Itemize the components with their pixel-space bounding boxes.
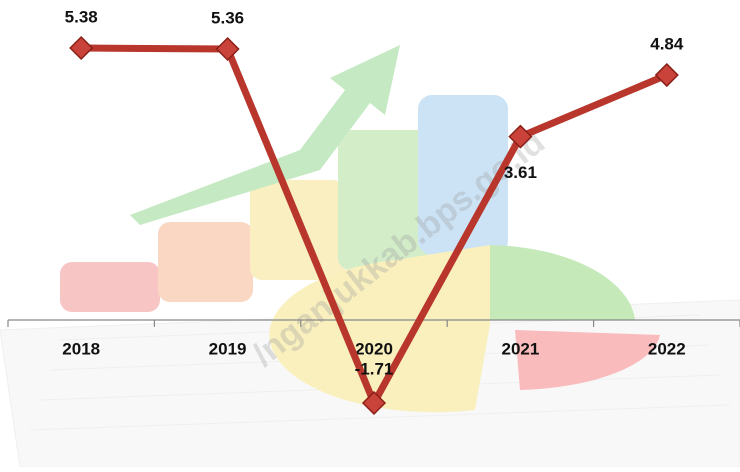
marker bbox=[215, 36, 240, 62]
x-tick-label: 2021 bbox=[501, 339, 539, 358]
data-label: 4.84 bbox=[650, 35, 684, 54]
data-label: 3.61 bbox=[504, 163, 537, 182]
data-label: 5.38 bbox=[65, 7, 98, 26]
data-label: -1.71 bbox=[355, 359, 394, 378]
data-label: 5.36 bbox=[211, 8, 244, 27]
marker bbox=[508, 124, 533, 149]
x-tick-label: 2018 bbox=[62, 339, 100, 358]
x-tick-label: 2019 bbox=[209, 339, 247, 358]
marker bbox=[69, 35, 94, 61]
x-tick-label: 2020 bbox=[355, 339, 393, 358]
x-tick-label: 2022 bbox=[648, 339, 686, 358]
marker bbox=[654, 62, 679, 88]
marker bbox=[361, 390, 387, 416]
